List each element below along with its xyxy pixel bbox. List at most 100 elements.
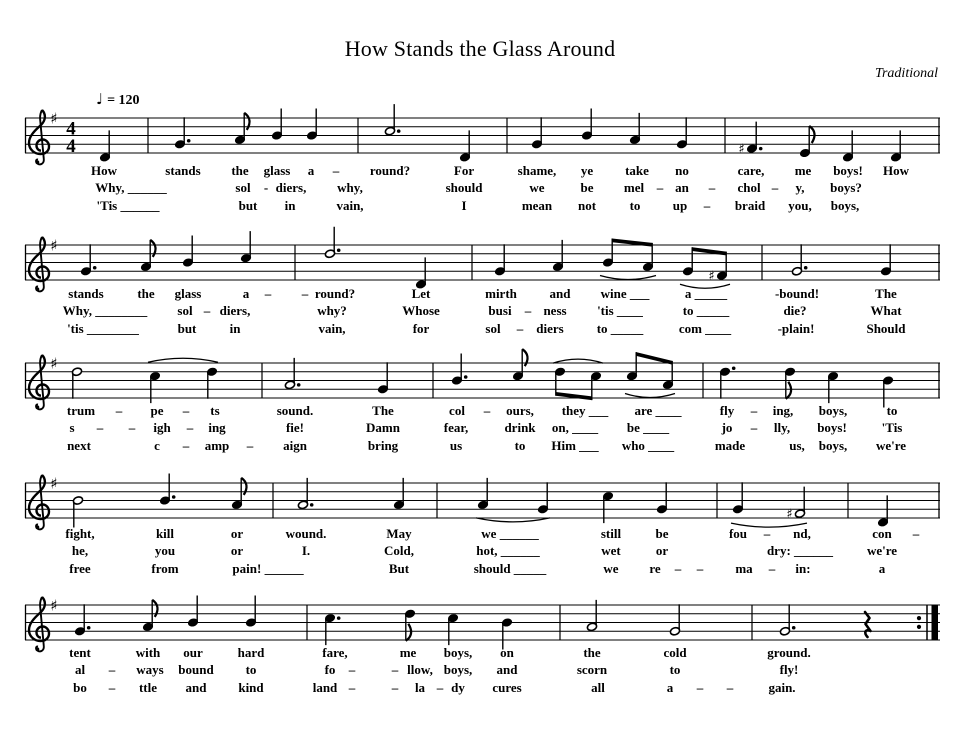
lyric-syllable: -bound! [775, 286, 819, 301]
lyric-syllable: – [301, 286, 309, 301]
lyric-syllable: – [703, 198, 711, 213]
note [629, 112, 641, 144]
note [240, 231, 252, 263]
lyric-syllable: kill [156, 526, 174, 541]
lyric-syllable: a [243, 286, 250, 301]
note [404, 609, 416, 642]
note [140, 238, 157, 271]
lyric-syllable: What [870, 303, 902, 318]
slur [624, 392, 676, 399]
clef-dot [35, 647, 40, 652]
note [149, 372, 161, 404]
lyric-syllable: 'Tis ______ [97, 198, 160, 213]
accidental-sharp: ♯ [738, 142, 744, 157]
tempo-value: = 120 [107, 93, 140, 108]
lyric-syllable: glass [175, 286, 202, 301]
note [297, 477, 314, 510]
note [719, 366, 736, 399]
lyric-syllable: trum [67, 403, 95, 418]
lyric-syllable: – [771, 180, 779, 195]
lyric-syllable: he, [72, 543, 88, 558]
lyric-syllable: die? [783, 303, 806, 318]
note [80, 244, 97, 276]
lyric-syllable: be ____ [627, 420, 670, 435]
lyric-syllable: still [601, 526, 622, 541]
lyric-line-2: he, you or I. Cold, hot, ______ wet or dry: ____… [72, 543, 897, 558]
lyric-syllable: we're [876, 438, 906, 453]
note [827, 372, 839, 404]
lyric-syllable: the [137, 286, 155, 301]
lyric-syllable: boys, [444, 645, 473, 660]
lyric-syllable: Him ___ [551, 438, 599, 453]
lyric-syllable: boys, [819, 438, 848, 453]
lyric-syllable: mean [522, 198, 553, 213]
lyric-syllable: – [391, 680, 399, 695]
note [669, 604, 681, 636]
lyric-line-3: free from pain! ______ But should _____ we re –… [69, 561, 885, 576]
lyric-syllable: boys? [830, 180, 862, 195]
lyric-syllable: fly! [780, 662, 799, 677]
lyric-syllable: a [667, 680, 674, 695]
beam [636, 352, 673, 365]
lyric-syllable: braid [735, 198, 766, 213]
lyric-syllable: sol [485, 321, 501, 336]
staff-system-2: ♯♯stands the glass a – – round? Let mirth and wine… [24, 226, 940, 336]
lyric-syllable: fight, [65, 526, 94, 541]
lyric-line-3: 'tis ________ but in vain, for sol – diers to __… [67, 321, 906, 336]
lyric-syllable: 'Tis [882, 420, 903, 435]
clef-spiral [27, 474, 51, 521]
note [494, 244, 506, 276]
beam [612, 238, 653, 247]
lyric-syllable: – [696, 680, 704, 695]
lyric-syllable: we [603, 561, 618, 576]
lyric-syllable: ma [735, 561, 753, 576]
lyric-syllable: all [591, 680, 605, 695]
lyric-syllable: – [391, 662, 399, 677]
lyric-syllable: vain, [336, 198, 363, 213]
lyric-syllable: – [708, 180, 716, 195]
lyric-syllable: should _____ [474, 561, 547, 576]
lyric-syllable: – [108, 680, 116, 695]
note: ♯ [708, 251, 728, 284]
lyric-syllable: why? [317, 303, 347, 318]
augmentation-dot [731, 366, 736, 371]
augmentation-dot [803, 265, 808, 270]
lyric-syllable: – [436, 680, 444, 695]
lyric-syllable: they ___ [562, 403, 609, 418]
clef-stem [39, 236, 45, 287]
lyric-syllable: I. [302, 543, 310, 558]
lyric-syllable: boys, [819, 403, 848, 418]
lyric-syllable: diers, [220, 303, 251, 318]
lyric-syllable: on [500, 645, 515, 660]
lyric-syllable: ways [136, 662, 163, 677]
note [231, 476, 248, 509]
note [602, 492, 614, 524]
slur [679, 283, 731, 289]
lyric-syllable: a [308, 163, 315, 178]
lyric-syllable: no [675, 163, 689, 178]
lyric-syllable: – [246, 438, 254, 453]
lyric-syllable: – [264, 286, 272, 301]
lyric-syllable: – [674, 561, 682, 576]
lyric-syllable: ing [208, 420, 226, 435]
lyric-syllable: but [178, 321, 197, 336]
lyric-syllable: – [750, 403, 758, 418]
lyric-syllable: care, [738, 163, 765, 178]
accidental-sharp: ♯ [786, 507, 792, 522]
lyric-syllable: jo [721, 420, 733, 435]
note [642, 242, 654, 271]
lyric-syllable: ttle [139, 680, 157, 695]
lyric-syllable: bound [178, 662, 214, 677]
lyric-syllable: la [415, 680, 426, 695]
augmentation-dot [336, 248, 341, 253]
lyric-syllable: who ____ [622, 438, 675, 453]
lyric-syllable: sol [235, 180, 251, 195]
quarter-note-icon: ♩ [96, 90, 104, 108]
clef-stem [39, 109, 45, 160]
lyric-syllable: next [67, 438, 92, 453]
note [890, 130, 902, 162]
augmentation-dot [791, 625, 796, 630]
time-signature-denominator: 4 [66, 136, 76, 157]
lyric-syllable: ground. [767, 645, 810, 660]
